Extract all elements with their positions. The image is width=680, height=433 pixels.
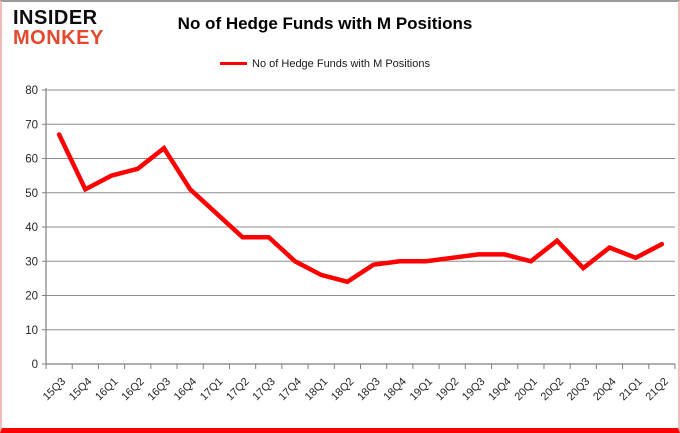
x-axis-label: 17Q3 <box>250 376 278 404</box>
x-axis-label: 17Q4 <box>277 376 305 404</box>
x-axis-label: 18Q4 <box>381 376 409 404</box>
x-axis-label: 15Q4 <box>67 376 95 404</box>
x-axis-label: 20Q1 <box>512 376 540 404</box>
x-axis-label: 16Q3 <box>146 376 174 404</box>
x-axis-label: 16Q1 <box>93 376 121 404</box>
x-axis-label: 18Q1 <box>303 376 331 404</box>
x-axis-label: 19Q4 <box>486 376 514 404</box>
x-axis-label: 18Q2 <box>329 376 357 404</box>
y-axis-label: 30 <box>25 256 38 268</box>
x-axis-label: 19Q1 <box>408 376 436 404</box>
y-axis-label: 50 <box>25 188 38 200</box>
logo-word-monkey: MONKEY <box>13 26 104 49</box>
x-axis-label: 15Q3 <box>41 376 69 404</box>
insider-monkey-logo: INSIDER MONKEY <box>13 7 104 49</box>
y-axis-label: 0 <box>32 359 38 371</box>
y-axis-label: 60 <box>25 154 38 166</box>
chart-title: No of Hedge Funds with M Positions <box>177 14 473 33</box>
x-axis-label: 18Q3 <box>355 376 383 404</box>
legend-line-swatch-icon <box>220 61 248 65</box>
x-axis-label: 20Q3 <box>565 376 593 404</box>
data-line-series <box>56 132 665 285</box>
x-axis-label: 19Q3 <box>460 376 488 404</box>
x-axis-label: 17Q2 <box>224 376 252 404</box>
x-axis-label: 16Q4 <box>172 376 200 404</box>
chart-legend: No of Hedge Funds with M Positions <box>47 58 603 70</box>
x-axis-label: 19Q2 <box>434 376 462 404</box>
y-axis-label: 70 <box>25 119 38 131</box>
x-axis-label: 16Q2 <box>119 376 147 404</box>
x-axis-label: 21Q2 <box>643 376 671 404</box>
y-axis-label: 20 <box>25 291 38 303</box>
legend-label: No of Hedge Funds with M Positions <box>252 58 430 70</box>
y-axis-label: 40 <box>25 222 38 234</box>
x-axis-label: 20Q2 <box>539 376 567 404</box>
x-axis-label: 17Q1 <box>198 376 226 404</box>
y-axis-label: 10 <box>25 325 38 337</box>
logo-word-insider: INSIDER <box>13 7 98 29</box>
y-axis-label: 80 <box>25 85 38 97</box>
x-axis-label: 20Q4 <box>591 376 619 404</box>
x-axis-label: 21Q1 <box>617 376 645 404</box>
